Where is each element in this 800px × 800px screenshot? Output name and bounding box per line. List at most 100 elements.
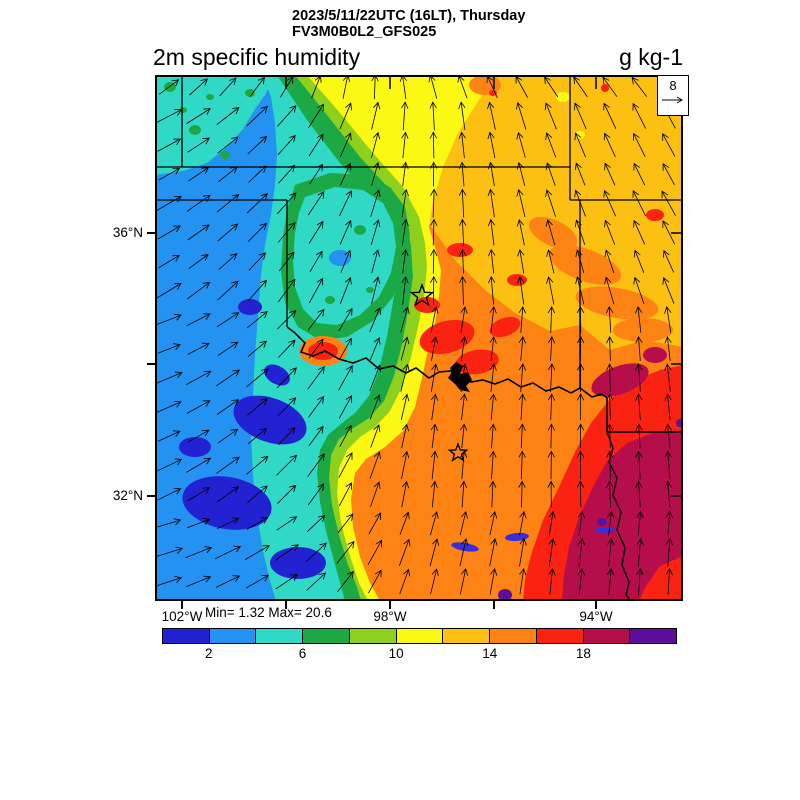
wind-arrow (606, 363, 614, 393)
wind-arrow (338, 482, 352, 507)
wind-arrow (665, 537, 673, 567)
wind-arrow (636, 537, 644, 567)
wind-arrow (156, 576, 183, 587)
wind-arrow (401, 161, 409, 187)
wind-arrow (247, 340, 268, 357)
wind-arrow (575, 162, 586, 186)
wind-arrow (215, 369, 241, 387)
wind-arrow (487, 218, 496, 246)
wind-arrow (546, 276, 555, 305)
wind-arrow (158, 167, 181, 181)
wind-arrow (247, 398, 268, 416)
valid-time-title: 2023/5/11/22UTC (16LT), Thursday (292, 8, 526, 24)
colorbar-segment (255, 628, 304, 644)
wind-arrow (458, 131, 466, 159)
wind-arrow (246, 517, 269, 530)
wind-arrow (577, 336, 585, 361)
wind-arrow (307, 308, 325, 331)
wind-arrow (633, 162, 646, 186)
wind-arrow (308, 103, 324, 129)
wind-arrow (635, 480, 643, 508)
wind-arrow (487, 101, 496, 130)
wind-arrow (368, 569, 382, 594)
wind-arrow (603, 189, 616, 217)
lon-tick-label: 102°W (161, 609, 203, 624)
wind-arrow (401, 423, 409, 448)
wind-arrow (519, 537, 527, 567)
wind-arrow (545, 132, 557, 158)
wind-arrow (186, 575, 212, 587)
colorbar-segment (348, 628, 397, 644)
wind-arrow (664, 363, 672, 392)
wind-arrow (399, 538, 411, 566)
wind-arrow (337, 570, 354, 593)
wind-arrow (188, 167, 210, 182)
wind-arrow (246, 193, 268, 214)
wind-arrow (157, 488, 182, 501)
wind-arrow (277, 310, 297, 330)
wind-arrow (187, 224, 210, 241)
wind-arrow (604, 219, 616, 245)
wind-arrow (518, 423, 526, 449)
tick-mark (147, 495, 157, 497)
wind-arrow (635, 363, 643, 393)
wind-arrow (156, 458, 183, 472)
colorbar-tick-label: 18 (575, 646, 591, 661)
wind-arrow (547, 480, 555, 508)
wind-arrow (606, 423, 614, 449)
water-squiggles (451, 527, 615, 552)
wind-arrow (664, 306, 672, 333)
wind-arrow (158, 254, 181, 269)
wind-arrow (217, 223, 239, 242)
wind-arrow (185, 370, 212, 386)
star-marker (409, 282, 435, 307)
wind-arrow (460, 393, 468, 421)
wind-arrow (277, 397, 297, 417)
wind-reference-arrow-icon (662, 96, 683, 104)
dry-air-patches (179, 299, 326, 579)
wind-arrow (489, 450, 497, 480)
wind-arrow (664, 480, 672, 508)
wind-arrow (547, 423, 555, 449)
wind-arrow (308, 220, 324, 244)
wind-arrow (339, 132, 352, 158)
wind-arrow (247, 427, 268, 445)
wind-arrow (458, 188, 467, 218)
wind-arrow (489, 363, 497, 392)
wind-arrow (155, 546, 184, 558)
wind-arrow (603, 132, 616, 158)
wind-arrow (401, 275, 409, 305)
wind-arrow (548, 510, 556, 536)
wind-arrow (245, 574, 270, 589)
wind-arrow (309, 163, 324, 185)
wind-arrow (339, 337, 352, 360)
colorbar-segment (302, 628, 350, 644)
wind-arrow (633, 276, 645, 305)
wind-arrow (607, 510, 615, 536)
wind-arrow (219, 77, 237, 97)
wind-arrow (604, 249, 615, 274)
wind-arrow (368, 512, 382, 535)
crimson-patches (591, 347, 667, 397)
wind-arrow (546, 249, 555, 274)
wind-arrow (156, 401, 182, 413)
colorbar-segment (629, 628, 678, 644)
wind-arrow (664, 450, 672, 480)
wind-arrow (187, 137, 211, 153)
colorbar-tick-label: 14 (482, 646, 498, 661)
wind-arrow (277, 278, 296, 303)
wind-arrow (607, 537, 615, 567)
wind-arrow (548, 567, 556, 595)
wind-arrow (274, 544, 299, 561)
wind-arrow (338, 452, 353, 478)
colorbar-tick-label: 6 (298, 646, 307, 661)
wind-arrow (430, 511, 439, 536)
wind-arrow (276, 454, 298, 476)
wind-arrow (431, 336, 439, 361)
units-label: g kg-1 (619, 44, 683, 70)
wind-arrow (401, 248, 409, 274)
wind-arrow (574, 189, 586, 217)
tick-mark (147, 232, 157, 234)
wind-arrow (430, 275, 438, 305)
wind-reference-value: 8 (669, 78, 677, 93)
